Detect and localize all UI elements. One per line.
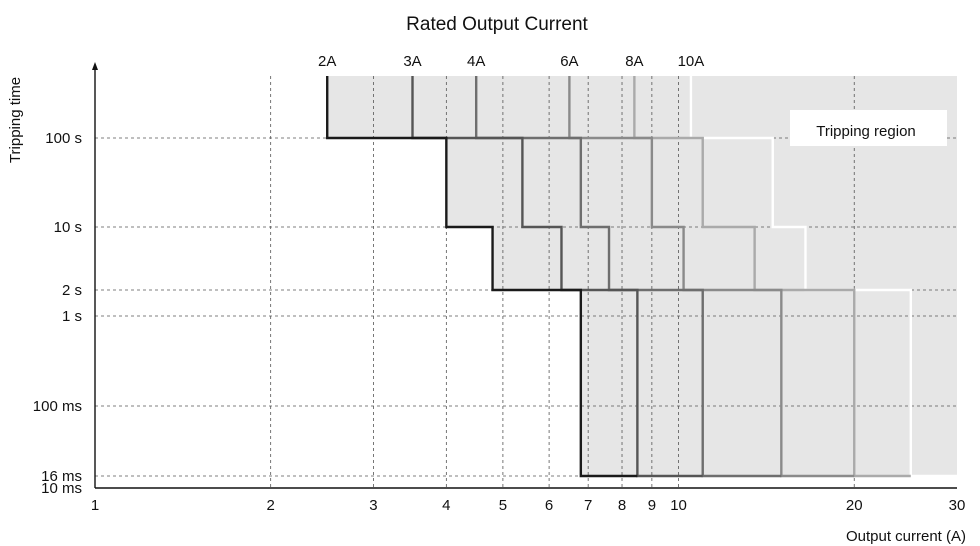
- x-tick-label: 9: [648, 497, 656, 514]
- chart-title: Rated Output Current: [406, 14, 588, 35]
- tripping-curves: [326, 76, 957, 478]
- curve-label-4a: 4A: [467, 53, 485, 70]
- x-tick-label: 10: [670, 497, 687, 514]
- y-tick-label: 100 ms: [33, 398, 82, 415]
- curve-label-6a: 6A: [560, 53, 578, 70]
- curve-10a: [689, 76, 957, 478]
- x-axis-ticks: 1 2 3 4 5 6 7 8 9 10 20 30: [91, 497, 966, 514]
- curve-label-10a: 10A: [678, 53, 705, 70]
- axes: [92, 62, 957, 489]
- tripping-region-area: [327, 76, 957, 476]
- y-axis-arrow: [92, 62, 98, 70]
- y-tick-label: 2 s: [62, 282, 82, 299]
- x-tick-label: 20: [846, 497, 863, 514]
- tripping-region-label-box: Tripping region: [790, 110, 947, 146]
- curve-3a: [411, 76, 703, 478]
- y-tick-label: 1 s: [62, 308, 82, 325]
- curve-2a: [326, 76, 638, 478]
- y-tick-label: 10 s: [54, 219, 82, 236]
- y-tick-label: 100 s: [45, 130, 82, 147]
- curve-labels: 2A 3A 4A 6A 8A 10A: [318, 53, 704, 70]
- x-tick-label: 2: [266, 497, 274, 514]
- y-tick-label: 16 ms: [41, 468, 82, 485]
- x-tick-label: 3: [369, 497, 377, 514]
- tripping-region-label: Tripping region: [816, 123, 916, 140]
- curve-8a: [633, 76, 911, 478]
- x-tick-label: 5: [499, 497, 507, 514]
- curve-label-3a: 3A: [403, 53, 421, 70]
- x-tick-label: 1: [91, 497, 99, 514]
- x-axis-label: Output current (A): [846, 528, 966, 545]
- x-tick-label: 4: [442, 497, 450, 514]
- tripping-region-fill: [327, 76, 957, 476]
- curve-label-2a: 2A: [318, 53, 336, 70]
- x-tick-label: 8: [618, 497, 626, 514]
- x-tick-label: 7: [584, 497, 592, 514]
- curve-label-8a: 8A: [625, 53, 643, 70]
- curve-6a: [568, 76, 855, 478]
- x-tick-label: 6: [545, 497, 553, 514]
- y-tick-label: 10 ms: [41, 480, 82, 497]
- x-tick-label: 30: [949, 497, 966, 514]
- y-axis-label: Tripping time: [7, 77, 24, 163]
